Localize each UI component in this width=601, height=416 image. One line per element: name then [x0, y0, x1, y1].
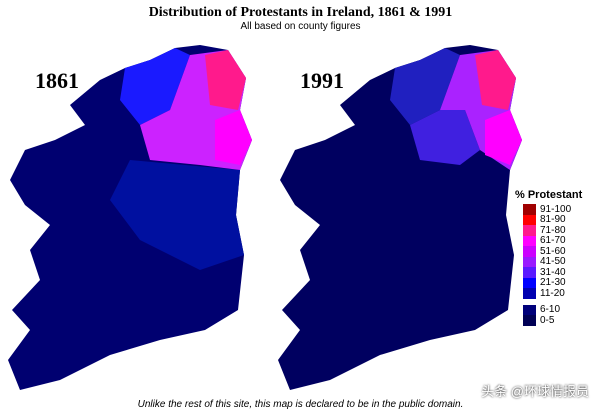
legend-swatch: [523, 235, 536, 246]
map-subtitle: All based on county figures: [240, 21, 361, 32]
legend-label: 81-90: [540, 214, 566, 226]
legend-item: 21-30: [523, 277, 582, 289]
legend-item: 0-5: [523, 315, 582, 326]
legend-label: 31-40: [540, 266, 566, 278]
legend-swatch: [523, 256, 536, 267]
legend-swatch: [523, 204, 536, 215]
legend-swatch: [523, 246, 536, 257]
legend-label: 71-80: [540, 224, 566, 236]
legend-swatch: [523, 315, 536, 326]
legend-label: 6-10: [540, 304, 561, 316]
legend-label: 61-70: [540, 235, 566, 247]
legend-item: 81-90: [523, 214, 582, 226]
legend-swatch: [523, 288, 536, 299]
legend-label: 21-30: [540, 277, 566, 289]
year-label-1991: 1991: [300, 68, 344, 93]
legend-item: 51-60: [523, 246, 582, 257]
legend-item: 6-10: [523, 304, 582, 316]
legend-label: 51-60: [540, 245, 566, 257]
legend-title: % Protestant: [515, 189, 583, 201]
legend-label: 0-5: [540, 314, 555, 326]
map-title: Distribution of Protestants in Ireland, …: [148, 5, 453, 20]
legend-item: 11-20: [523, 288, 582, 299]
legend-item: 31-40: [523, 267, 582, 278]
map-1861: [8, 45, 252, 390]
legend-label: 91-100: [540, 203, 572, 215]
map-1991: [278, 45, 522, 390]
legend-item: 91-100: [523, 204, 582, 215]
year-label-1861: 1861: [35, 68, 79, 93]
legend-swatch: [523, 277, 536, 288]
legend-label: 11-20: [540, 287, 565, 299]
legend-label: 41-50: [540, 256, 566, 268]
legend-swatch: [523, 214, 536, 225]
legend: % Protestant 91-100 81-90 71-80 61-70 51-60 4…: [515, 189, 582, 326]
legend-swatch: [523, 267, 536, 278]
legend-item: 41-50: [523, 256, 582, 268]
legend-swatch: [523, 304, 536, 315]
legend-item: 61-70: [523, 235, 582, 247]
footer-note: Unlike the rest of this site, this map i…: [137, 399, 464, 410]
legend-swatch: [523, 225, 536, 236]
legend-item: 71-80: [523, 225, 582, 236]
watermark: 头条 @环球情报员: [481, 384, 589, 399]
